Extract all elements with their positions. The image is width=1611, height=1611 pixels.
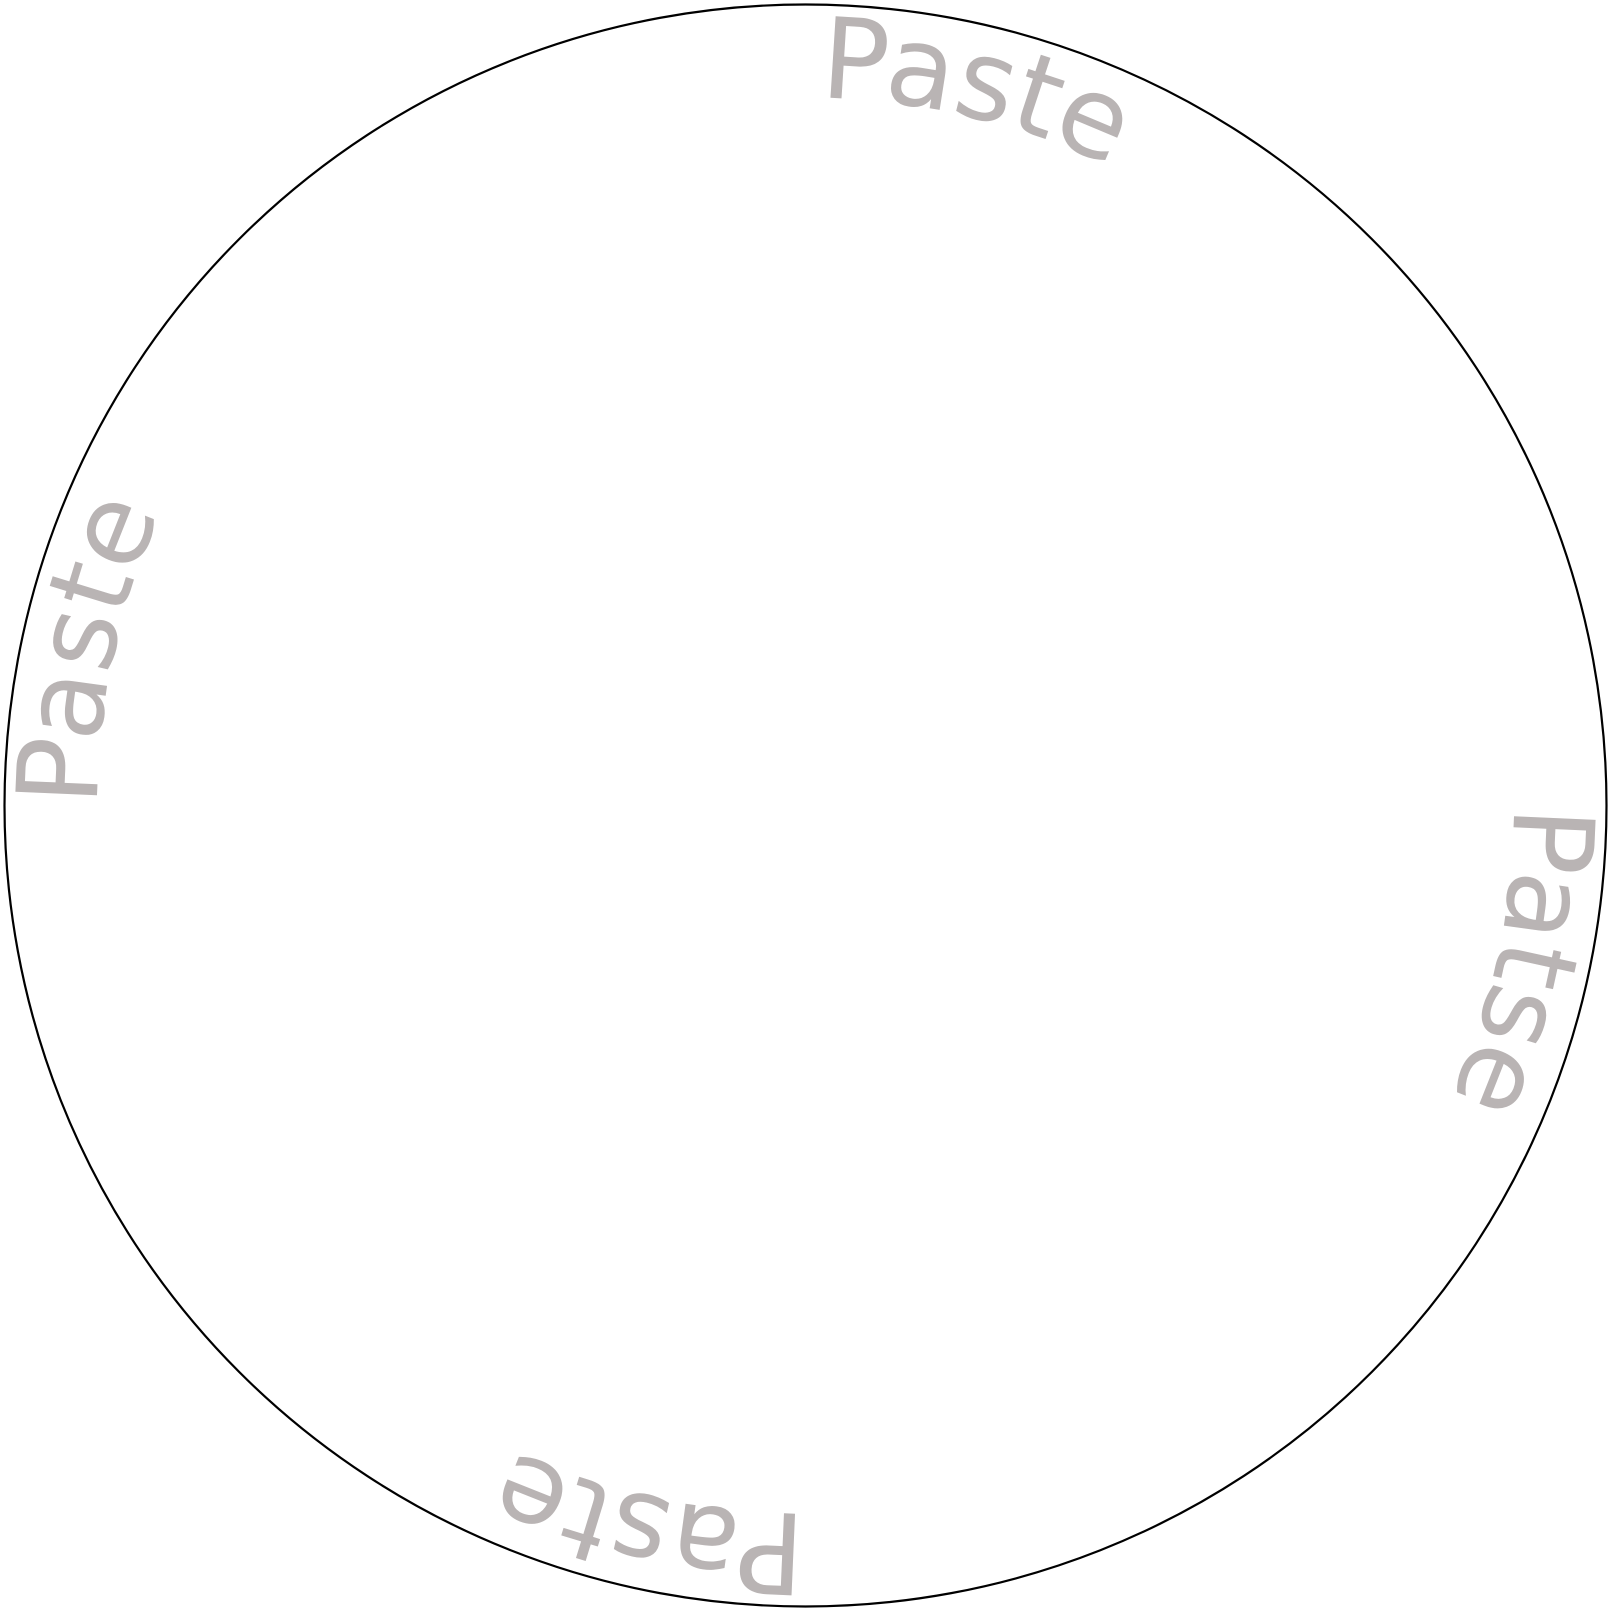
circle-outline (3, 3, 1608, 1608)
label-bottom: Paste (474, 1426, 807, 1611)
label-left-text: Paste (0, 475, 185, 808)
label-top-text: Paste (818, 0, 1152, 191)
label-right: Patse (1426, 804, 1611, 1137)
label-top: Paste (818, 0, 1152, 191)
label-bottom-text: Paste (474, 1426, 807, 1611)
label-left: Paste (0, 475, 185, 808)
label-right-text: Patse (1426, 804, 1611, 1137)
